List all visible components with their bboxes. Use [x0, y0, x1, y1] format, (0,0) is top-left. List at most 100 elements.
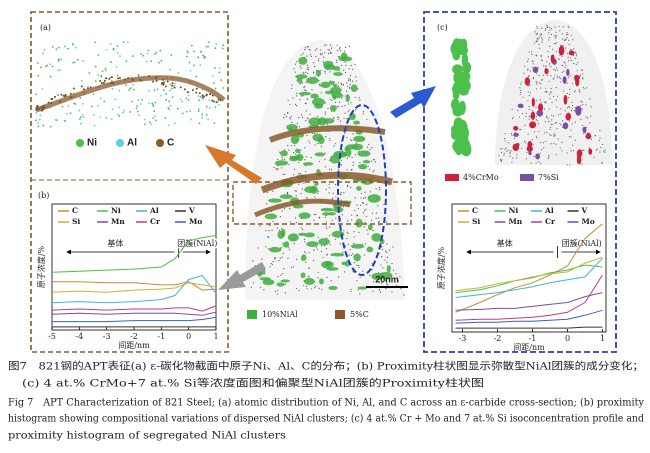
atom [588, 147, 590, 149]
atom [152, 117, 155, 120]
atom [545, 101, 547, 103]
atom [147, 49, 150, 52]
atom [344, 245, 347, 247]
atom [151, 102, 154, 105]
atom [391, 291, 393, 293]
atom [321, 53, 323, 55]
atom [573, 91, 576, 93]
atom [295, 190, 297, 192]
atom [302, 52, 304, 54]
atom [43, 49, 46, 51]
atom [599, 151, 601, 153]
caption-line: proximity histogram of segregated NiAl c… [8, 431, 286, 442]
nial-cluster [318, 278, 324, 285]
atom [111, 87, 114, 90]
atom [78, 118, 81, 120]
atom [554, 135, 556, 137]
atom [599, 129, 601, 132]
atom [330, 169, 332, 171]
atom [535, 40, 537, 42]
atom [265, 246, 267, 248]
atom [300, 192, 302, 195]
atom [531, 53, 533, 55]
atom [504, 140, 506, 142]
crmo-iso [562, 122, 569, 130]
nial-cluster [302, 162, 314, 166]
atom [207, 45, 210, 48]
atom [284, 283, 286, 285]
nial-cluster [268, 198, 282, 203]
atom [533, 42, 536, 44]
atom [287, 191, 289, 194]
atom [148, 75, 151, 78]
atom [549, 27, 551, 29]
atom [504, 133, 506, 135]
atom [369, 274, 371, 277]
atom [294, 71, 296, 73]
atom [290, 155, 292, 157]
arrow [390, 86, 436, 118]
legend-label: Cr [150, 217, 161, 226]
atom [553, 133, 555, 135]
atom [40, 106, 43, 109]
atom [135, 107, 138, 109]
legend-label: 5%C [350, 310, 369, 319]
caption-line: histogram showing compositional variatio… [8, 414, 645, 425]
atom [549, 29, 551, 31]
atom [566, 52, 569, 55]
atom [313, 249, 315, 252]
atom [201, 116, 204, 119]
atom [278, 259, 280, 262]
atom [574, 109, 576, 112]
atom [137, 99, 139, 102]
atom [303, 284, 305, 287]
nial-cluster [274, 160, 289, 166]
atom [546, 24, 548, 26]
atom [529, 70, 531, 72]
atom [363, 197, 365, 199]
atom [548, 108, 550, 110]
atom [190, 118, 193, 121]
x-tick-label: -3 [459, 334, 467, 343]
atom [603, 150, 605, 152]
atom [541, 39, 543, 41]
atom [543, 147, 545, 149]
atom [348, 68, 350, 70]
atom [105, 77, 108, 80]
atom [342, 251, 344, 253]
atom [561, 64, 564, 67]
atom [377, 280, 380, 282]
atom [51, 65, 54, 68]
atom [177, 71, 180, 74]
atom [42, 106, 45, 109]
atom [127, 77, 130, 80]
atom [578, 89, 580, 91]
atom [343, 192, 345, 194]
panel-label: (c) [437, 23, 448, 32]
atom [102, 81, 105, 84]
atom [291, 87, 293, 90]
atom [549, 126, 552, 129]
atom [201, 96, 204, 99]
nial-cluster [280, 150, 288, 157]
atom [513, 137, 516, 139]
atom [533, 131, 536, 133]
atom [153, 53, 156, 56]
atom [596, 148, 598, 150]
atom [57, 59, 60, 62]
atom [340, 159, 342, 161]
atom [283, 268, 285, 270]
atom [518, 116, 521, 118]
atom [517, 109, 519, 111]
atom [554, 42, 557, 45]
atom [101, 70, 104, 73]
series-line [455, 223, 603, 313]
atom [322, 61, 324, 63]
atom [565, 38, 567, 41]
atom [116, 45, 119, 47]
atom [287, 99, 289, 102]
atom [296, 258, 298, 260]
atom [359, 276, 361, 278]
atom [330, 52, 332, 54]
atom [554, 74, 556, 76]
